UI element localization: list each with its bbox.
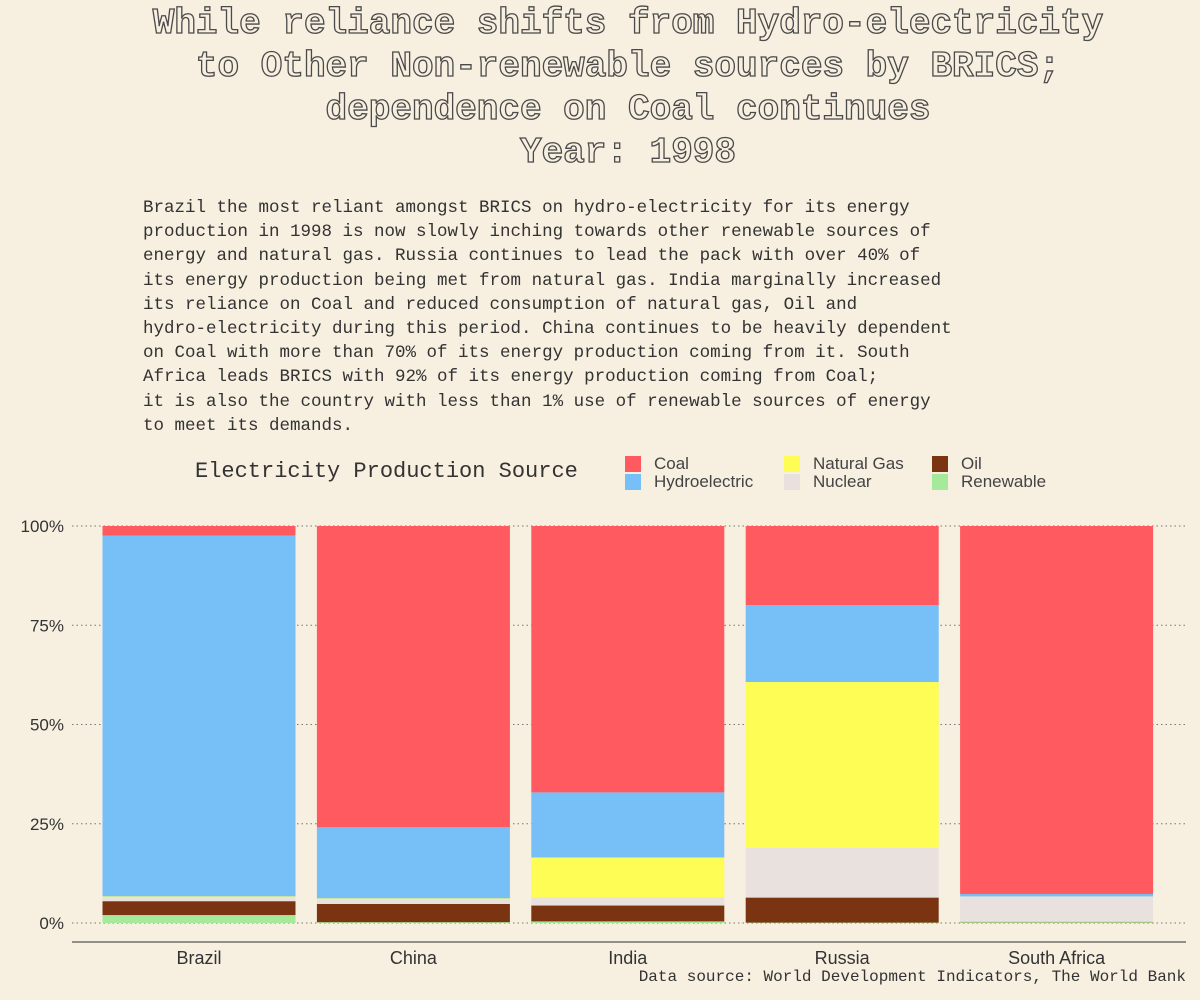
- bar-segment-natural-gas: [531, 857, 725, 898]
- bar-segment-renewable: [960, 922, 1154, 923]
- title-line: to Other Non-renewable sources by BRICS;: [195, 45, 1061, 87]
- bar-segment-coal: [960, 526, 1154, 895]
- bar-segment-hydroelectric: [316, 827, 510, 899]
- y-tick-label: 50%: [30, 716, 64, 735]
- bar-segment-oil: [745, 897, 939, 923]
- x-tick-label: Brazil: [176, 948, 221, 968]
- bar-segment-oil: [316, 903, 510, 923]
- legend-label-oil: Oil: [961, 454, 982, 473]
- legend-title: Electricity Production Source: [195, 459, 578, 484]
- bar-segment-hydroelectric: [531, 792, 725, 858]
- legend-label-hydroelectric: Hydroelectric: [654, 472, 754, 491]
- legend-key-nuclear: [784, 474, 800, 490]
- y-tick-label: 100%: [21, 517, 64, 536]
- bar-segment-coal: [745, 526, 939, 606]
- bar-segment-natural-gas: [102, 896, 296, 898]
- legend-label-nuclear: Nuclear: [813, 472, 872, 491]
- bar-segment-nuclear: [316, 899, 510, 904]
- title-line-year: Year: 1998: [519, 131, 737, 173]
- bar-segment-renewable: [531, 921, 725, 923]
- legend-label-natural-gas: Natural Gas: [813, 454, 904, 473]
- y-tick-label: 75%: [30, 616, 64, 635]
- bar-segment-nuclear: [960, 896, 1154, 922]
- bar-segment-coal: [102, 526, 296, 536]
- y-tick-label: 25%: [30, 815, 64, 834]
- x-tick-label: Russia: [815, 948, 871, 968]
- bar-segment-coal: [316, 526, 510, 828]
- bar-segment-renewable: [316, 922, 510, 923]
- legend-key-oil: [932, 456, 948, 472]
- legend-key-natural-gas: [784, 456, 800, 472]
- x-tick-label: India: [608, 948, 648, 968]
- bar-segment-hydroelectric: [960, 894, 1154, 897]
- title-line: While reliance shifts from Hydro-electri…: [152, 2, 1104, 44]
- bar-segment-nuclear: [102, 897, 296, 902]
- bar-segment-oil: [102, 901, 296, 916]
- chart-subtitle: Brazil the most reliant amongst BRICS on…: [143, 198, 952, 436]
- bar-segment-nuclear: [745, 847, 939, 898]
- bar-segment-oil: [531, 905, 725, 922]
- chart-title: While reliance shifts from Hydro-electri…: [0, 2, 1200, 174]
- bar-segment-natural-gas: [316, 898, 510, 900]
- legend-key-renewable: [932, 474, 948, 490]
- bar-segment-hydroelectric: [745, 605, 939, 683]
- x-tick-label: China: [390, 948, 438, 968]
- y-tick-label: 0%: [39, 914, 64, 933]
- legend-key-hydroelectric: [625, 474, 641, 490]
- legend-label-coal: Coal: [654, 454, 689, 473]
- bar-segment-renewable: [102, 915, 296, 923]
- bar-segment-coal: [531, 526, 725, 793]
- x-tick-label: South Africa: [1008, 948, 1106, 968]
- title-line: dependence on Coal continues: [325, 88, 931, 130]
- bar-segment-natural-gas: [745, 682, 939, 848]
- legend-label-renewable: Renewable: [961, 472, 1047, 491]
- bar-segment-nuclear: [531, 897, 725, 906]
- legend-key-coal: [625, 456, 641, 472]
- bar-segment-hydroelectric: [102, 535, 296, 897]
- data-source-caption: Data source: World Development Indicator…: [638, 968, 1186, 986]
